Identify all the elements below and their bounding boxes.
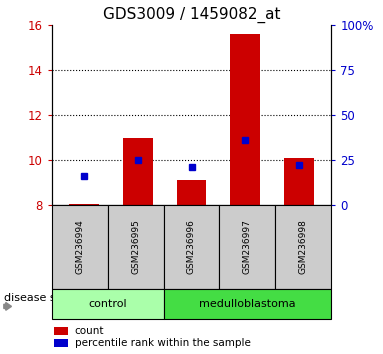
Text: GSM236998: GSM236998 xyxy=(299,219,308,274)
Text: GSM236996: GSM236996 xyxy=(187,219,196,274)
Text: count: count xyxy=(75,326,104,336)
Text: disease state: disease state xyxy=(4,293,78,303)
Text: medulloblastoma: medulloblastoma xyxy=(199,298,296,309)
Text: percentile rank within the sample: percentile rank within the sample xyxy=(75,338,250,348)
Bar xyxy=(231,34,260,205)
Text: control: control xyxy=(88,298,127,309)
Bar xyxy=(69,204,99,205)
Text: GSM236995: GSM236995 xyxy=(131,219,140,274)
Text: GSM236994: GSM236994 xyxy=(75,219,84,274)
Bar xyxy=(177,181,206,205)
Bar xyxy=(284,158,314,205)
Title: GDS3009 / 1459082_at: GDS3009 / 1459082_at xyxy=(103,7,280,23)
Text: GSM236997: GSM236997 xyxy=(243,219,252,274)
Bar xyxy=(123,138,152,205)
